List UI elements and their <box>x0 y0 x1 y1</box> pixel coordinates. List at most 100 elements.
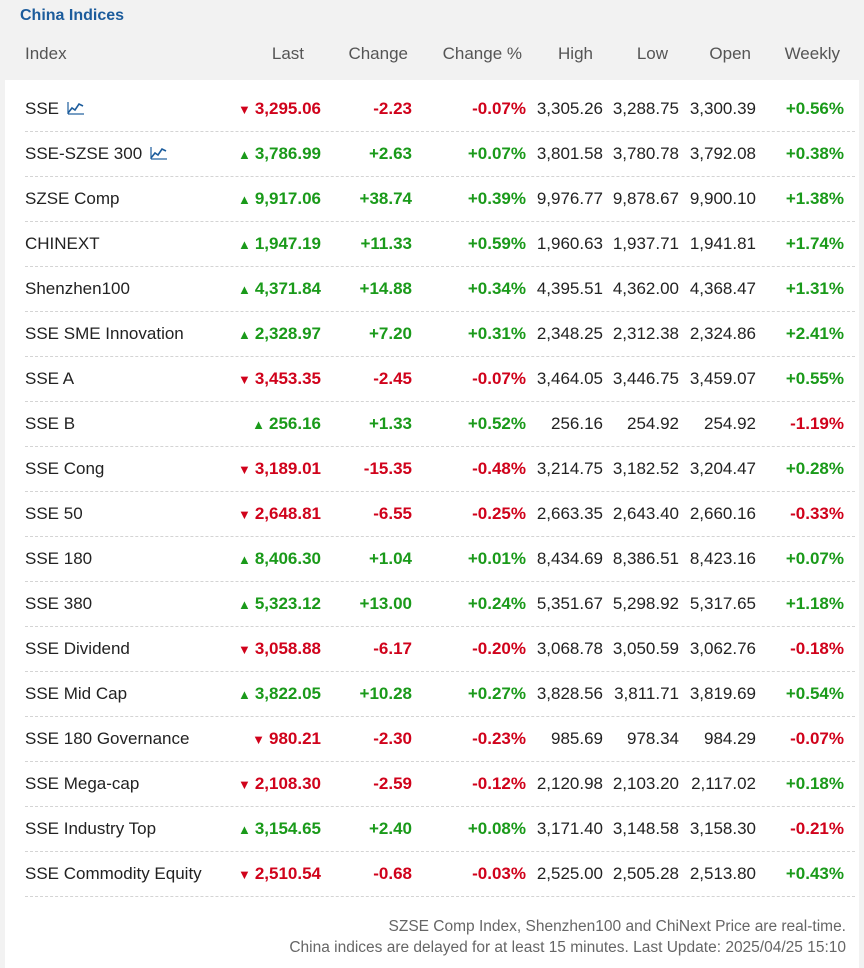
last-value: ▲ 9,917.06 <box>237 189 321 208</box>
change-pct-value: +0.01% <box>467 549 526 568</box>
index-name[interactable]: SSE 380 <box>25 594 93 613</box>
last-value: ▲ 8,406.30 <box>237 549 321 568</box>
column-header-change-pct[interactable]: Change % <box>442 44 522 63</box>
low-value: 3,780.78 <box>612 144 679 163</box>
arrow-up-icon: ▲ <box>237 552 251 567</box>
arrow-up-icon: ▲ <box>237 282 251 297</box>
index-name[interactable]: SSE A <box>25 369 75 388</box>
table-row[interactable]: SSE A ▼ 3,453.35 -2.45 -0.07% 3,464.05 3,446.7… <box>25 356 855 402</box>
index-name[interactable]: SSE 180 <box>25 549 93 568</box>
low-value: 3,446.75 <box>612 369 679 388</box>
index-name[interactable]: SSE Cong <box>25 459 105 478</box>
index-name[interactable]: SSE Industry Top <box>25 819 157 838</box>
last-value: ▼ 3,295.06 <box>237 99 321 118</box>
change-value: +1.04 <box>368 549 412 568</box>
last-value: ▲ 3,786.99 <box>237 144 321 163</box>
chart-icon[interactable] <box>150 146 168 160</box>
index-name[interactable]: SSE Commodity Equity <box>25 864 202 883</box>
change-pct-value: -0.03% <box>472 864 526 883</box>
index-name[interactable]: SSE Mega-cap <box>25 774 140 793</box>
high-value: 2,663.35 <box>536 504 603 523</box>
high-value: 3,068.78 <box>536 639 603 658</box>
column-header-change[interactable]: Change <box>348 44 408 63</box>
weekly-value: +0.38% <box>785 144 844 163</box>
open-value: 4,368.47 <box>689 279 756 298</box>
index-name[interactable]: CHINEXT <box>25 234 100 253</box>
column-header-index[interactable]: Index <box>25 44 67 63</box>
change-pct-value: +0.08% <box>467 819 526 838</box>
table-row[interactable]: SSE Mid Cap ▲ 3,822.05 +10.28 +0.27% 3,828.56… <box>25 671 855 717</box>
column-header-open[interactable]: Open <box>709 44 751 63</box>
table-row[interactable]: SSE Cong ▼ 3,189.01 -15.35 -0.48% 3,214.75 3,1… <box>25 446 855 492</box>
open-value: 3,819.69 <box>689 684 756 703</box>
high-value: 4,395.51 <box>536 279 603 298</box>
column-header-low[interactable]: Low <box>636 44 668 63</box>
column-header-high[interactable]: High <box>558 44 593 63</box>
low-value: 2,505.28 <box>612 864 679 883</box>
index-name[interactable]: SSE Mid Cap <box>25 684 128 703</box>
footer-line-1: SZSE Comp Index, Shenzhen100 and ChiNext… <box>388 918 846 935</box>
open-value: 2,324.86 <box>689 324 756 343</box>
last-value: ▲ 3,822.05 <box>237 684 321 703</box>
table-header: Index Last Change Change % High Low Open… <box>0 41 864 69</box>
index-name[interactable]: SSE 50 <box>25 504 83 523</box>
change-pct-value: -0.07% <box>472 99 526 118</box>
low-value: 3,811.71 <box>614 684 679 703</box>
open-value: 5,317.65 <box>689 594 756 613</box>
change-value: -6.55 <box>373 504 412 523</box>
change-value: -2.30 <box>373 729 412 748</box>
change-value: +13.00 <box>359 594 412 613</box>
high-value: 3,828.56 <box>536 684 603 703</box>
table-row[interactable]: SSE Mega-cap ▼ 2,108.30 -2.59 -0.12% 2,120.98… <box>25 761 855 807</box>
arrow-up-icon: ▲ <box>237 687 251 702</box>
table-row[interactable]: SSE Industry Top ▲ 3,154.65 +2.40 +0.08% 3,17… <box>25 806 855 852</box>
arrow-up-icon: ▲ <box>237 822 251 837</box>
weekly-value: -1.19% <box>790 414 844 433</box>
high-value: 2,525.00 <box>536 864 603 883</box>
index-name[interactable]: SSE-SZSE 300 <box>25 144 168 164</box>
open-value: 3,792.08 <box>689 144 756 163</box>
change-pct-value: +0.27% <box>467 684 526 703</box>
table-row[interactable]: SSE 380 ▲ 5,323.12 +13.00 +0.24% 5,351.67 5,29… <box>25 581 855 627</box>
last-value: ▼ 3,058.88 <box>237 639 321 658</box>
last-value: ▼ 2,510.54 <box>237 864 321 883</box>
last-value: ▲ 256.16 <box>252 414 321 433</box>
index-name[interactable]: SZSE Comp <box>25 189 120 208</box>
arrow-up-icon: ▲ <box>237 327 251 342</box>
index-name[interactable]: SSE 180 Governance <box>25 729 190 748</box>
table-row[interactable]: SSE SME Innovation ▲ 2,328.97 +7.20 +0.31% 2,… <box>25 311 855 357</box>
open-value: 9,900.10 <box>689 189 756 208</box>
last-value: ▼ 2,108.30 <box>237 774 321 793</box>
table-row[interactable]: SSE-SZSE 300 ▲ 3,786.99 +2.63 +0.07% 3,801.58… <box>25 131 855 177</box>
change-value: +2.40 <box>368 819 412 838</box>
index-name[interactable]: Shenzhen100 <box>25 279 130 298</box>
change-pct-value: -0.25% <box>472 504 526 523</box>
arrow-down-icon: ▼ <box>237 867 251 882</box>
table-row[interactable]: Shenzhen100 ▲ 4,371.84 +14.88 +0.34% 4,395.51… <box>25 266 855 312</box>
high-value: 3,214.75 <box>536 459 603 478</box>
table-row[interactable]: CHINEXT ▲ 1,947.19 +11.33 +0.59% 1,960.63 1,93… <box>25 221 855 267</box>
weekly-value: -0.33% <box>790 504 844 523</box>
open-value: 8,423.16 <box>689 549 756 568</box>
index-name[interactable]: SSE B <box>25 414 76 433</box>
index-name[interactable]: SSE <box>25 99 85 119</box>
high-value: 3,171.40 <box>536 819 603 838</box>
table-row[interactable]: SSE 50 ▼ 2,648.81 -6.55 -0.25% 2,663.35 2,643.… <box>25 491 855 537</box>
table-row[interactable]: SSE Dividend ▼ 3,058.88 -6.17 -0.20% 3,068.78… <box>25 626 855 672</box>
index-name[interactable]: SSE Dividend <box>25 639 130 658</box>
table-row[interactable]: SSE 180 Governance ▼ 980.21 -2.30 -0.23% 985.… <box>25 716 855 762</box>
table-row[interactable]: SSE B ▲ 256.16 +1.33 +0.52% 256.16 254.92 254.9… <box>25 401 855 447</box>
table-row[interactable]: SSE ▼ 3,295.06 -2.23 -0.07% 3,305.26 3,288.75 3… <box>25 86 855 132</box>
change-pct-value: +0.31% <box>467 324 526 343</box>
chart-icon[interactable] <box>67 101 85 115</box>
change-value: -15.35 <box>363 459 412 478</box>
column-header-weekly[interactable]: Weekly <box>784 44 840 63</box>
low-value: 8,386.51 <box>612 549 679 568</box>
column-header-last[interactable]: Last <box>271 44 304 63</box>
index-name[interactable]: SSE SME Innovation <box>25 324 184 343</box>
table-row[interactable]: SSE Commodity Equity ▼ 2,510.54 -0.68 -0.03%… <box>25 851 855 897</box>
arrow-down-icon: ▼ <box>237 462 251 477</box>
change-pct-value: -0.07% <box>472 369 526 388</box>
table-row[interactable]: SZSE Comp ▲ 9,917.06 +38.74 +0.39% 9,976.77 9,… <box>25 176 855 222</box>
table-row[interactable]: SSE 180 ▲ 8,406.30 +1.04 +0.01% 8,434.69 8,386… <box>25 536 855 582</box>
